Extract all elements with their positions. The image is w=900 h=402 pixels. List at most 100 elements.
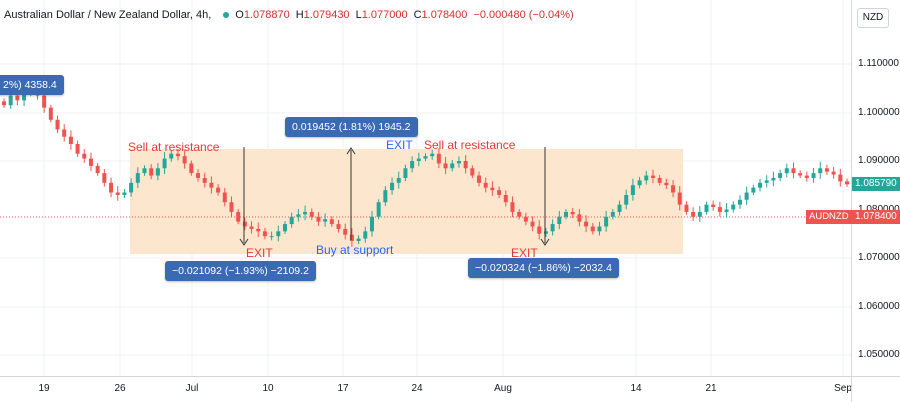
symbol-tag: AUDNZD [806, 210, 852, 224]
candle-body [590, 226, 595, 232]
time-tick: 17 [337, 383, 349, 394]
candle [129, 178, 134, 197]
candle-body [550, 224, 555, 232]
candle [450, 159, 455, 172]
status-dot-icon [223, 12, 230, 18]
candle-body [470, 168, 475, 176]
price-tick: 1.070000 [858, 252, 900, 263]
candle-body [175, 153, 180, 157]
candle-body [216, 187, 221, 193]
candle-body [323, 219, 328, 222]
candle [436, 148, 441, 169]
legend-low: L1.077000 [355, 9, 408, 21]
candle-body [610, 211, 615, 217]
candle [443, 157, 448, 175]
candle-body [517, 211, 522, 217]
candle [430, 149, 435, 160]
legend-close: C1.078400 [413, 9, 468, 21]
candle-body [142, 168, 147, 174]
candle [791, 162, 796, 179]
candle [804, 171, 809, 182]
candle-body [269, 236, 274, 238]
candle-body [503, 194, 508, 203]
candle [584, 215, 589, 233]
candle-body [450, 163, 455, 169]
candle [376, 199, 381, 220]
candle-body [349, 234, 354, 242]
measure-label-0[interactable]: 2%) 4358.4 [0, 75, 64, 95]
candle [543, 227, 548, 237]
candle [824, 164, 829, 175]
candle [798, 170, 803, 179]
candle [390, 177, 395, 195]
candle-body [196, 173, 201, 178]
candle-body [169, 153, 174, 159]
candle [677, 186, 682, 211]
buy-at-support: Buy at support [316, 243, 394, 257]
measure-label-1[interactable]: 0.019452 (1.81%) 1945.2 [285, 117, 418, 137]
candle [303, 205, 308, 221]
candle-body [717, 207, 722, 212]
candle-body [356, 238, 361, 242]
measure-label-3[interactable]: −0.020324 (−1.86%) −2032.4 [468, 258, 619, 278]
candle [644, 170, 649, 185]
candle-body [844, 181, 850, 185]
candle-body [778, 173, 783, 178]
candle [242, 217, 247, 231]
candle [483, 177, 488, 193]
time-scale[interactable]: 19 26 Jul 10 17 24 Aug 14 21 Sep [0, 376, 852, 402]
measure-label-2[interactable]: −0.021092 (−1.93%) −2109.2 [165, 261, 316, 281]
candle-body [109, 182, 114, 193]
candle [657, 175, 662, 186]
legend-change: −0.000480 (−0.04%) [473, 9, 574, 21]
candle [296, 209, 301, 222]
candle [456, 156, 461, 168]
candle-body [162, 158, 167, 169]
candle-body [791, 168, 796, 174]
candle [102, 169, 107, 187]
candle [276, 225, 281, 242]
price-tick: 1.110000 [858, 58, 899, 69]
candle-body [236, 211, 241, 222]
price-tick: 1.080000 [858, 204, 900, 215]
candlestick-chart[interactable] [0, 0, 851, 376]
candle-body [704, 204, 709, 212]
candle-body [490, 187, 495, 191]
legend-high: H1.079430 [295, 9, 350, 21]
candle [289, 212, 294, 228]
candle [316, 212, 321, 226]
candle [363, 226, 368, 243]
candle-body [691, 211, 696, 217]
candle [617, 200, 622, 216]
candle [844, 178, 850, 187]
chart-area[interactable]: Australian Dollar / New Zealand Dollar, … [0, 0, 851, 376]
candle-body [115, 192, 120, 195]
candle-body [617, 204, 622, 212]
candle [463, 155, 468, 174]
candle-body [390, 182, 395, 191]
candle-body [751, 187, 756, 193]
candle [510, 196, 515, 218]
candle-body [62, 129, 67, 137]
candle-body [202, 177, 207, 183]
time-tick: 19 [38, 383, 50, 394]
candle-body [838, 174, 843, 182]
price-tick: 1.050000 [858, 349, 900, 360]
candle [590, 222, 595, 235]
candle [189, 160, 194, 176]
candle-body [189, 163, 194, 174]
range-zone[interactable] [130, 149, 683, 254]
candle [369, 210, 374, 237]
candle [249, 221, 254, 234]
candle-body [563, 211, 569, 217]
candle-body [276, 231, 281, 237]
candle-body [818, 168, 823, 174]
chart-legend: Australian Dollar / New Zealand Dollar, … [4, 9, 574, 21]
candle-body [155, 168, 160, 176]
exit-label-2: EXIT [511, 246, 538, 260]
time-tick: Jul [185, 383, 199, 394]
candle-body [229, 202, 234, 212]
currency-selector[interactable]: NZD [857, 8, 889, 28]
candle [222, 187, 227, 207]
candle-body [329, 219, 334, 225]
